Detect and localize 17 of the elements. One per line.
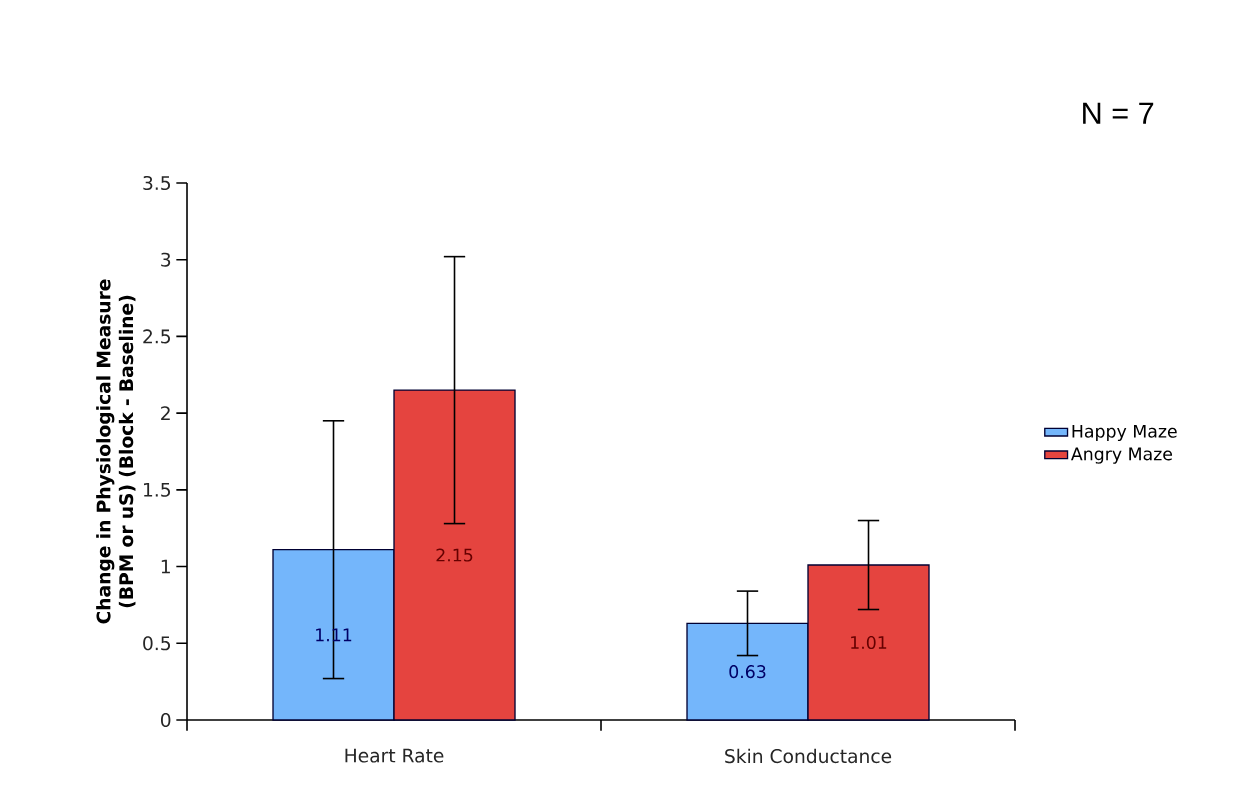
legend-label: Angry Maze (1071, 447, 1173, 464)
y-tick-label: 0.5 (143, 636, 170, 651)
legend-label: Happy Maze (1072, 424, 1177, 442)
x-tick-label: Heart Rate (345, 748, 444, 763)
y-tick-label: 2.5 (143, 329, 170, 344)
x-tick-label: Skin Conductance (725, 748, 892, 764)
y-tick-label: 2 (161, 406, 170, 421)
y-tick-label: 3 (161, 252, 171, 267)
y-tick-label: 1.5 (143, 482, 170, 497)
y-tick-label: 3.5 (143, 175, 170, 191)
y-tick-label: 1 (161, 559, 170, 574)
data-label: 1.01 (851, 635, 887, 650)
data-label: 0.63 (729, 665, 766, 679)
y-axis-title: Change in Physiological Measure (BPM or uS) (Block - Baseline) (96, 279, 136, 624)
y-tick-label: 0 (160, 712, 171, 728)
text: N = 7 (1083, 102, 1154, 124)
data-label: 2.15 (436, 548, 473, 562)
